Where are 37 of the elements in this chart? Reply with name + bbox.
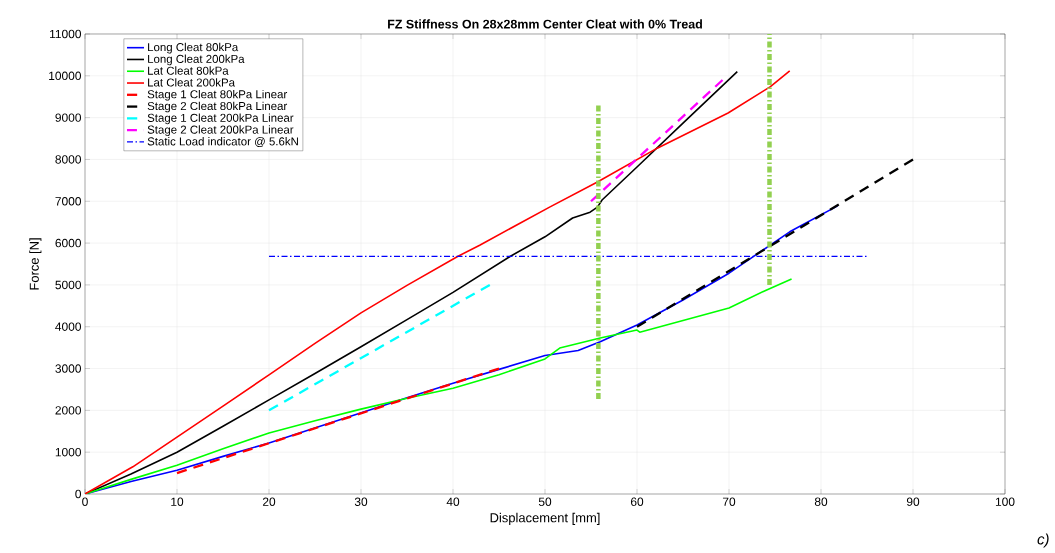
y-tick-label: 5000: [55, 280, 82, 290]
x-tick-label: 80: [814, 497, 828, 506]
line-series: [85, 278, 793, 494]
x-tick-label: 30: [354, 497, 368, 506]
y-tick-label: 2000: [55, 406, 82, 415]
y-tick-label: 4000: [55, 322, 82, 331]
legend-label: Long Cleat 200kPa: [148, 54, 245, 66]
x-tick-label: 50: [538, 497, 552, 506]
x-tick-label: 40: [446, 497, 460, 506]
x-axis-title: Displacement [mm]: [490, 512, 600, 525]
y-tick-label: 7000: [55, 197, 82, 206]
y-tick-label: 9000: [55, 113, 82, 122]
y-tick-label: 10000: [49, 71, 82, 81]
legend-label: Stage 2 Cleat 80kPa Linear: [147, 101, 288, 113]
text: c): [1037, 533, 1049, 548]
legend-label: Lat Cleat 200kPa: [148, 78, 236, 87]
y-tick-label: 3000: [55, 364, 82, 373]
y-tick-label: 1000: [55, 447, 82, 457]
legend-label: Stage 2 Cleat 200kPa Linear: [147, 125, 294, 136]
legend-label: Stage 1 Cleat 200kPa Linear: [147, 113, 294, 125]
legend-label: Long Cleat 80kPa: [148, 42, 239, 54]
y-tick-label: 0: [75, 489, 82, 499]
legend-label: Stage 1 Cleat 80kPa Linear: [147, 89, 288, 101]
legend-label: Lat Cleat 80kPa: [148, 66, 229, 75]
y-tick-label: 8000: [55, 155, 82, 164]
x-tick-label: 100: [995, 497, 1015, 506]
y-tick-label: 11000: [50, 29, 82, 39]
y-axis-title: Force [N]: [29, 238, 42, 290]
x-tick-label: 0: [82, 497, 88, 506]
x-tick-label: 10: [171, 497, 184, 506]
x-tick-label: 20: [262, 497, 276, 506]
y-tick-label: 6000: [55, 238, 82, 248]
chart-title: FZ Stiffness On 28x28mm Center Cleat with 0% Tread: [388, 19, 702, 29]
x-tick-label: 90: [906, 497, 920, 506]
x-tick-label: 60: [630, 497, 644, 506]
legend-label: Static Load indicator @ 5.6kN: [147, 137, 298, 147]
x-tick-label: 70: [722, 497, 736, 506]
